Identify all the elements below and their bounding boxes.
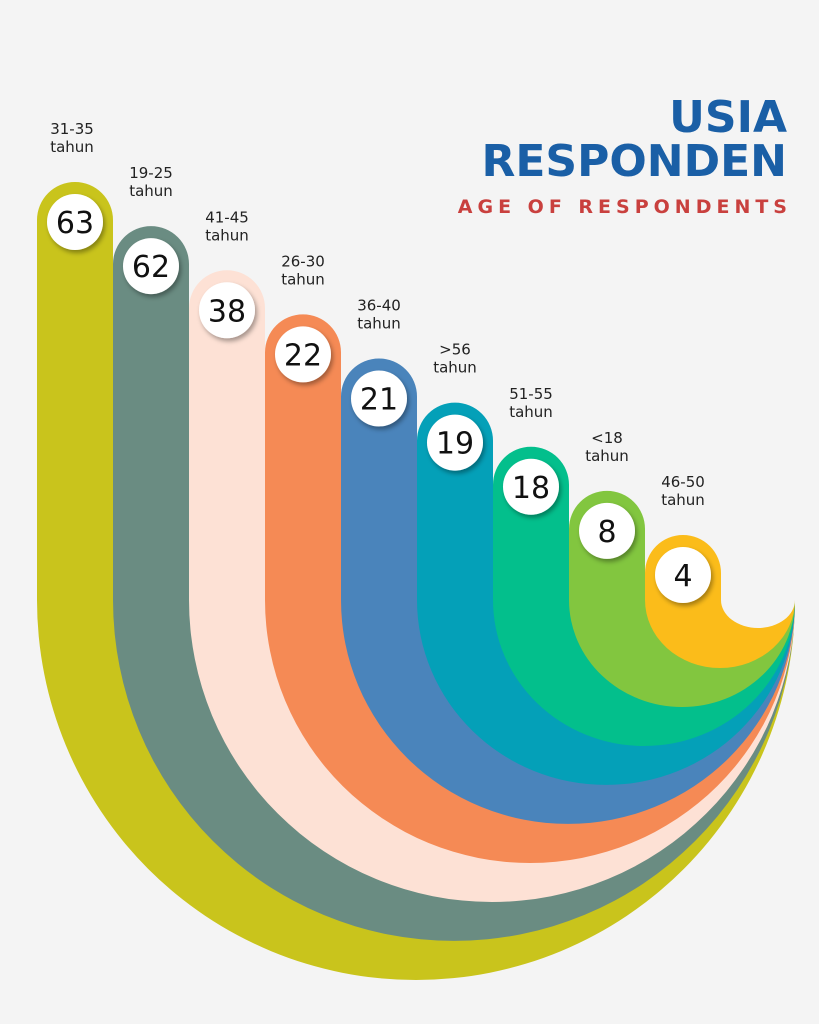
value-label: 63 (56, 206, 94, 241)
category-unit: tahun (281, 270, 325, 288)
category-range: 36-40 (357, 297, 401, 315)
value-badge (655, 547, 711, 603)
category-range: 41-45 (205, 208, 249, 226)
category-range: 46-50 (661, 473, 705, 491)
category-unit: tahun (205, 226, 249, 244)
value-badge (47, 194, 103, 250)
category-unit: tahun (50, 138, 94, 156)
value-label: 19 (436, 427, 474, 462)
title-block: USIA RESPONDEN AGE OF RESPONDENTS (458, 92, 787, 219)
category-unit: tahun (509, 403, 553, 421)
category-unit: tahun (357, 315, 401, 333)
value-badge (199, 282, 255, 339)
category-range: 51-55 (509, 385, 553, 403)
value-label: 62 (132, 250, 170, 285)
value-badge (275, 326, 331, 383)
value-label: 22 (284, 338, 322, 373)
category-unit: tahun (129, 182, 173, 200)
value-label: 21 (360, 383, 398, 418)
value-label: 8 (597, 515, 616, 550)
value-badge (503, 458, 559, 515)
value-label: 4 (673, 559, 692, 594)
category-unit: tahun (661, 491, 705, 509)
category-unit: tahun (585, 447, 629, 465)
category-range: 19-25 (129, 164, 173, 182)
value-badge (427, 414, 483, 471)
chart-title-line-1: USIA (669, 92, 787, 143)
value-badge (579, 502, 635, 559)
category-range: >56 (439, 341, 471, 359)
value-label: 38 (208, 294, 246, 329)
chart-title-line-2: RESPONDEN (481, 136, 787, 187)
value-label: 18 (512, 471, 550, 506)
chart-subtitle: AGE OF RESPONDENTS (457, 196, 792, 218)
category-range: <18 (591, 429, 623, 447)
value-badge (123, 238, 179, 295)
inner-hole (721, 600, 795, 628)
category-range: 26-30 (281, 252, 325, 270)
value-badge (351, 370, 407, 427)
category-range: 31-35 (50, 120, 94, 138)
category-unit: tahun (433, 359, 477, 377)
